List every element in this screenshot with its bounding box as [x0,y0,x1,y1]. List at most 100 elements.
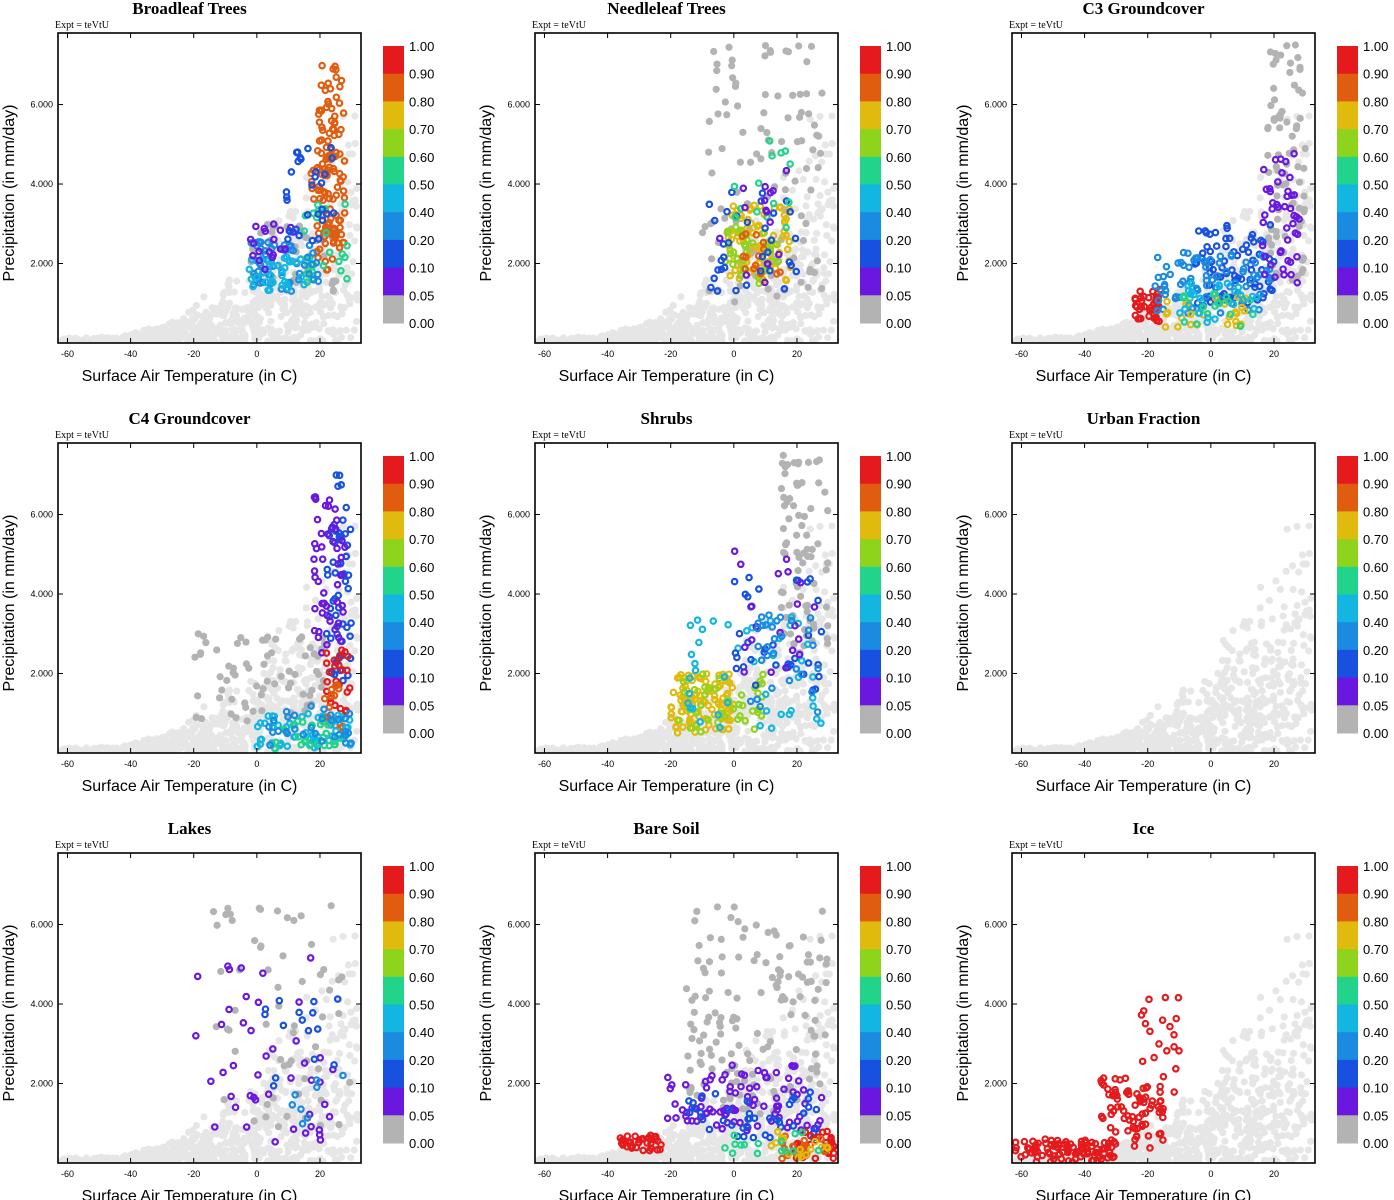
data-point [324,190,332,198]
background-point [238,736,246,744]
data-point [314,210,322,218]
data-point [1251,258,1260,267]
background-point [283,321,291,329]
data-point [1200,257,1209,265]
background-point [828,237,836,245]
background-point [255,713,263,722]
data-point [707,283,715,292]
background-point [772,299,780,307]
colorbar-swatch [383,184,404,213]
zero-fraction-point [243,717,251,725]
data-point [300,227,309,235]
background-point [249,690,257,698]
panel-title: C4 Groundcover [129,409,251,428]
data-point [705,200,714,209]
plot-frame [57,32,362,344]
colorbar-label: 0.20 [409,233,434,248]
background-point [289,624,297,632]
data-point [336,82,344,91]
plot-area [58,471,361,753]
background-point [329,326,337,334]
colorbar-label: 0.70 [1363,122,1388,137]
background-point [67,745,75,753]
background-point [295,299,303,307]
data-point [346,632,354,641]
colorbar-label: 0.10 [1363,261,1388,276]
zero-fraction-point [761,52,769,60]
data-point [776,203,785,212]
background-point [202,723,210,731]
background-point [275,627,283,635]
data-point [1206,298,1215,306]
background-point [230,317,238,325]
background-point [752,334,760,343]
background-point [599,335,608,343]
data-point [1290,149,1298,158]
zero-fraction-point [271,680,279,688]
zero-fraction-point [197,715,206,723]
background-point [326,304,335,312]
zero-fraction-point [733,102,742,110]
data-point [760,196,769,205]
data-point [761,278,769,287]
data-point [730,182,739,191]
zero-fraction-point [1271,49,1279,58]
colorbar-swatch [1337,129,1358,158]
data-point [1244,248,1253,256]
zero-fraction-point [736,158,745,166]
background-point [343,178,352,186]
data-point [310,195,318,203]
background-point [282,334,290,342]
data-point [1222,293,1231,302]
background-point [805,157,813,165]
data-point [318,61,326,70]
zero-fraction-point [277,672,285,680]
data-point [1215,259,1224,267]
data-point [1190,290,1198,299]
background-point [346,641,354,650]
data-point [341,577,350,586]
zero-fraction-point [249,707,257,715]
data-point [314,577,323,586]
background-point [809,277,817,285]
data-point [336,223,344,232]
background-point [330,266,339,274]
background-point [1274,238,1282,247]
data-point [1223,320,1232,329]
data-point [1179,293,1188,302]
data-point [1260,270,1269,279]
background-point [1246,322,1254,330]
data-point [327,143,335,152]
background-point [354,706,361,714]
data-point [337,553,346,562]
data-point [783,245,792,254]
data-point [1267,261,1275,269]
background-point [139,747,147,753]
background-point [1257,322,1265,330]
background-point [789,319,797,327]
background-point [1128,319,1136,327]
background-point [1027,337,1036,343]
data-point [246,235,255,244]
colorbar-label: 0.80 [886,94,911,109]
background-point [168,321,176,329]
data-point [270,235,278,244]
data-point [308,184,316,193]
data-point [268,253,277,262]
background-point [1151,335,1159,343]
zero-fraction-point [774,92,782,100]
data-point [1266,221,1275,229]
background-point [807,311,815,319]
background-point [677,293,685,301]
background-point [733,315,741,323]
expt-label: Expt = teVtU [1009,20,1064,31]
y-tick-label: 2.000 [30,259,53,269]
data-point [338,571,346,579]
data-point [318,216,327,224]
background-point [795,167,803,175]
data-point [1278,169,1286,177]
data-point [249,251,257,260]
background-point [1308,296,1315,304]
colorbar-swatch [860,184,881,213]
background-point [830,317,838,325]
